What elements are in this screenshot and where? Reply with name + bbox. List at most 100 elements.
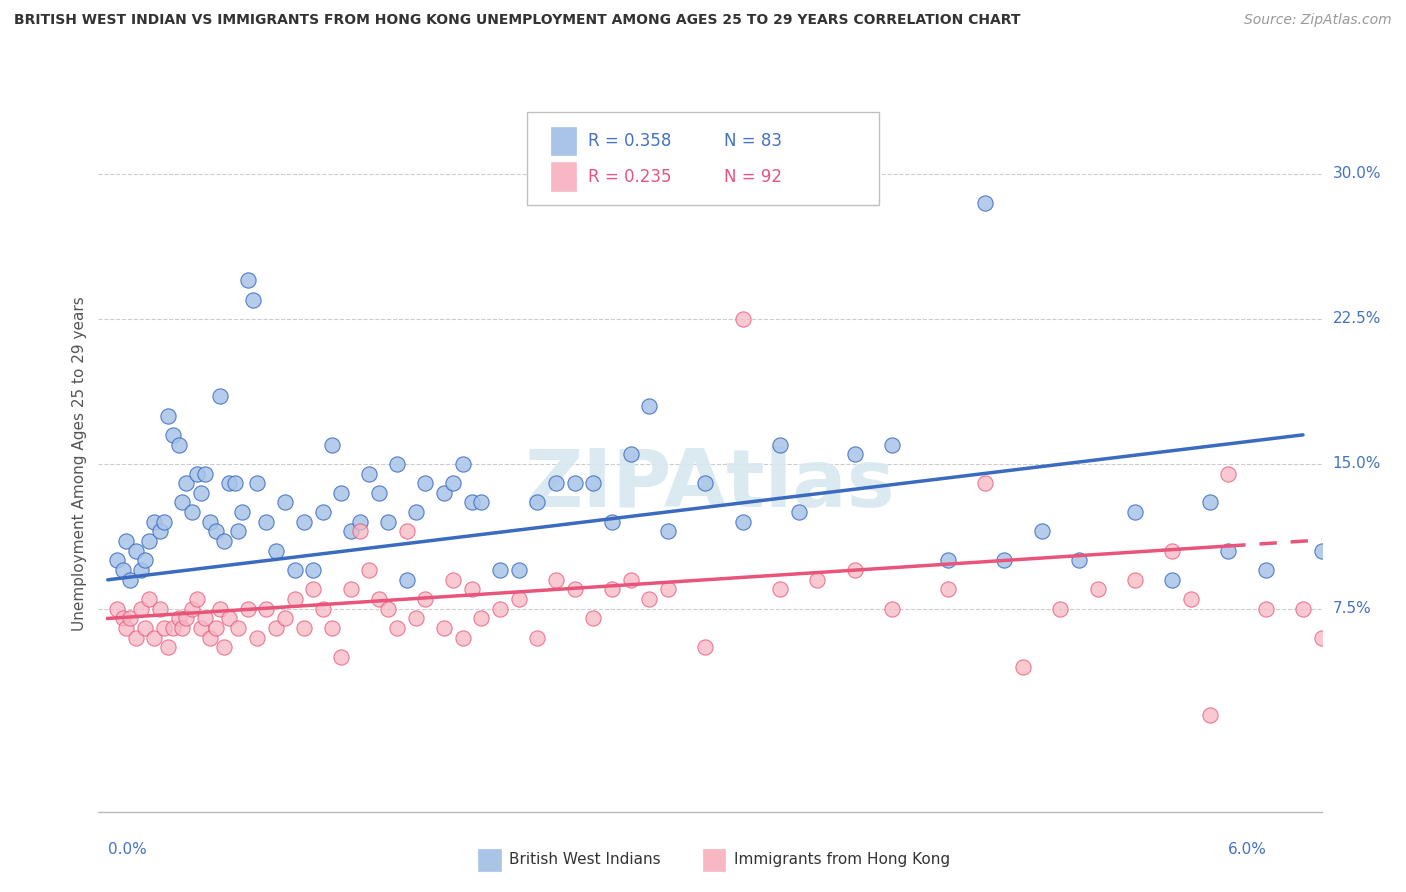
Point [120,611,142,625]
Point [156,409,179,423]
Point [111,611,134,625]
Point [526,631,548,645]
Point [936,582,959,597]
Point [218,611,240,625]
Point [1198,495,1220,509]
Point [359,563,381,577]
Point [205,524,228,539]
Point [138,592,160,607]
Point [1031,524,1053,539]
Text: R = 0.358: R = 0.358 [588,132,671,150]
Point [330,650,353,665]
Point [236,602,259,616]
Point [489,602,512,616]
Point [377,515,399,529]
Point [1198,708,1220,723]
Point [620,573,643,587]
Point [489,563,512,577]
Point [264,544,287,558]
Point [974,476,997,491]
Point [236,273,259,287]
Point [115,621,138,635]
Point [143,631,166,645]
Point [1180,592,1202,607]
Point [143,515,166,529]
Point [405,611,427,625]
Point [274,611,297,625]
Point [339,582,361,597]
Point [256,515,278,529]
Point [321,437,343,451]
Point [657,582,679,597]
Point [208,602,231,616]
Point [844,447,866,461]
Point [1123,505,1146,519]
Point [1067,553,1090,567]
Point [993,553,1015,567]
Point [138,534,160,549]
Point [302,582,325,597]
Text: Immigrants from Hong Kong: Immigrants from Hong Kong [734,853,950,867]
Point [695,476,717,491]
Point [174,611,197,625]
Point [134,621,156,635]
Point [413,592,436,607]
Point [321,621,343,635]
Text: 6.0%: 6.0% [1229,842,1267,857]
Point [1310,631,1333,645]
Point [582,476,605,491]
Point [441,476,464,491]
Point [125,544,148,558]
Point [131,602,153,616]
Point [844,563,866,577]
Point [246,631,269,645]
Point [111,563,134,577]
Point [212,640,235,655]
Point [1367,534,1389,549]
Point [194,467,217,481]
Point [367,592,389,607]
Point [367,485,389,500]
Point [441,573,464,587]
Point [231,505,253,519]
Point [256,602,278,616]
Point [1087,582,1109,597]
Point [657,524,679,539]
Point [131,563,153,577]
Text: 22.5%: 22.5% [1333,311,1381,326]
Text: 0.0%: 0.0% [108,842,146,857]
Point [387,457,409,471]
Point [508,592,530,607]
Point [359,467,381,481]
Text: BRITISH WEST INDIAN VS IMMIGRANTS FROM HONG KONG UNEMPLOYMENT AMONG AGES 25 TO 2: BRITISH WEST INDIAN VS IMMIGRANTS FROM H… [14,13,1021,28]
Point [349,524,371,539]
Point [638,399,661,413]
Point [200,631,222,645]
Point [564,582,586,597]
Point [769,582,792,597]
Point [105,553,128,567]
Point [311,602,333,616]
Point [1403,621,1406,635]
Point [156,640,179,655]
Point [1161,544,1184,558]
Point [152,621,174,635]
Point [413,476,436,491]
Text: 30.0%: 30.0% [1333,167,1381,181]
Point [205,621,228,635]
Point [186,467,208,481]
Point [564,476,586,491]
Point [1218,544,1240,558]
Point [787,505,810,519]
Point [882,602,904,616]
Point [600,582,623,597]
Point [105,602,128,616]
Point [1403,573,1406,587]
Point [125,631,148,645]
Point [228,621,250,635]
Point [264,621,287,635]
Point [582,611,605,625]
Point [806,573,828,587]
Point [190,485,212,500]
Point [228,524,250,539]
